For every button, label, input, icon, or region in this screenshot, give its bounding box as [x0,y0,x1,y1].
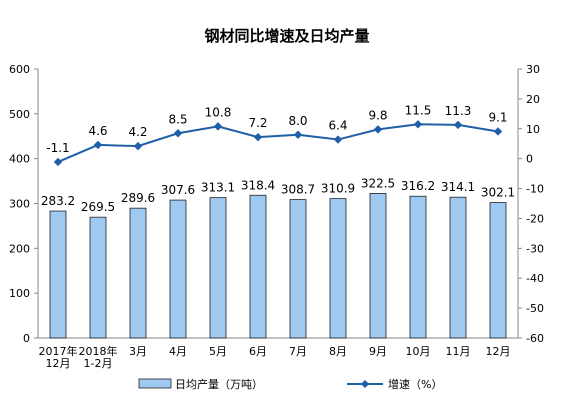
x-category-label: 11月 [446,345,471,358]
x-category-label: 10月 [406,345,431,358]
left-tick-label: 600 [9,63,30,76]
line-value-label: 10.8 [205,105,232,119]
bar-value-label: 310.9 [321,182,355,196]
line-value-label: 8.5 [168,112,187,126]
bar [89,216,107,339]
legend-line-label: 增速（%） [388,377,442,391]
bar [289,199,307,339]
bar-value-label: 289.6 [121,191,155,205]
left-tick-label: 200 [9,242,30,255]
x-category-label: 2018年 [79,344,118,358]
line-point-marker [453,120,463,130]
x-category-label: 3月 [129,345,147,358]
x-category-label: 5月 [209,345,227,358]
x-category-label: 7月 [289,345,307,358]
legend-bar-swatch [138,378,172,389]
left-tick-label: 400 [9,153,30,166]
legend-line-marker [361,380,369,388]
bar [209,197,227,339]
right-tick-label: 30 [526,63,540,76]
line-point-marker [133,141,143,151]
line-point-marker [213,122,223,131]
line-point-marker [53,157,63,167]
x-category-label: 1-2月 [84,357,113,370]
left-tick-label: 300 [9,198,30,211]
growth-line [57,123,499,163]
bar-value-label: 322.5 [361,176,395,190]
bar-value-label: 318.4 [241,178,275,192]
left-tick-label: 500 [9,108,30,121]
bar-value-label: 307.6 [161,183,195,197]
x-category-label: 9月 [369,345,387,358]
line-value-label: 9.1 [488,110,507,124]
right-tick-label: -20 [526,212,544,225]
line-value-label: 4.6 [88,124,107,138]
chart-title: 钢材同比增速及日均产量 [204,27,369,45]
line-point-marker [93,140,103,150]
bar-value-label: 308.7 [281,183,315,197]
line-value-label: 4.2 [128,125,147,139]
x-category-label: 2017年 [39,344,78,358]
left-tick-label: 100 [9,287,30,300]
line-point-marker [373,125,383,134]
bar [409,195,427,339]
line-point-marker [293,130,303,139]
legend: 日均产量（万吨） 增速（%） [138,377,442,391]
right-tick-label: -50 [526,302,544,315]
line-value-label: -1.1 [46,141,69,155]
left-axis: 0 100 200 300 400 500 600 [9,63,38,345]
line-value-label: 6.4 [328,119,347,133]
bar [489,202,507,339]
line-series: -1.1 4.6 4.2 8.5 10.8 7.2 8.0 6.4 9.8 11.5 11.3 9.1 [46,103,508,167]
right-tick-label: -30 [526,242,544,255]
right-tick-label: 10 [526,123,540,136]
line-value-label: 8.0 [288,114,307,128]
bar [449,196,467,339]
line-point-marker [413,120,423,129]
bar-value-label: 313.1 [201,181,235,195]
bar-value-label: 316.2 [401,179,435,193]
bar [249,194,267,339]
bar-value-label: 302.1 [481,186,515,200]
line-point-marker [173,129,183,138]
x-category-label: 12月 [486,345,511,358]
right-axis: -60 -50 -40 -30 -20 -10 0 10 20 30 [518,63,544,345]
bar-value-label: 283.2 [41,194,75,208]
bar-value-label: 269.5 [81,200,115,214]
line-point-marker [253,132,263,142]
line-value-label: 9.8 [368,108,387,122]
line-value-label: 7.2 [248,116,267,130]
x-category-label: 8月 [329,345,347,358]
legend-bar-label: 日均产量（万吨） [175,377,263,391]
bar [329,198,347,339]
right-tick-label: 0 [526,153,533,166]
bar [129,207,147,339]
x-category-label: 12月 [46,357,71,370]
right-tick-label: 20 [526,93,540,106]
bar [369,193,387,339]
bar [169,199,187,339]
right-tick-label: -40 [526,272,544,285]
bar-series: 283.2 269.5 289.6 307.6 313.1 318.4 308.7 310.9… [41,176,515,339]
bar [49,210,67,339]
line-point-marker [493,127,503,136]
line-point-marker [333,135,343,144]
line-value-label: 11.3 [445,104,472,118]
right-tick-label: -60 [526,332,544,345]
x-category-label: 6月 [249,345,267,358]
right-tick-label: -10 [526,183,544,196]
bar-value-label: 314.1 [441,180,475,194]
x-category-label: 4月 [169,345,187,358]
left-tick-label: 0 [23,332,30,345]
line-value-label: 11.5 [405,103,432,117]
